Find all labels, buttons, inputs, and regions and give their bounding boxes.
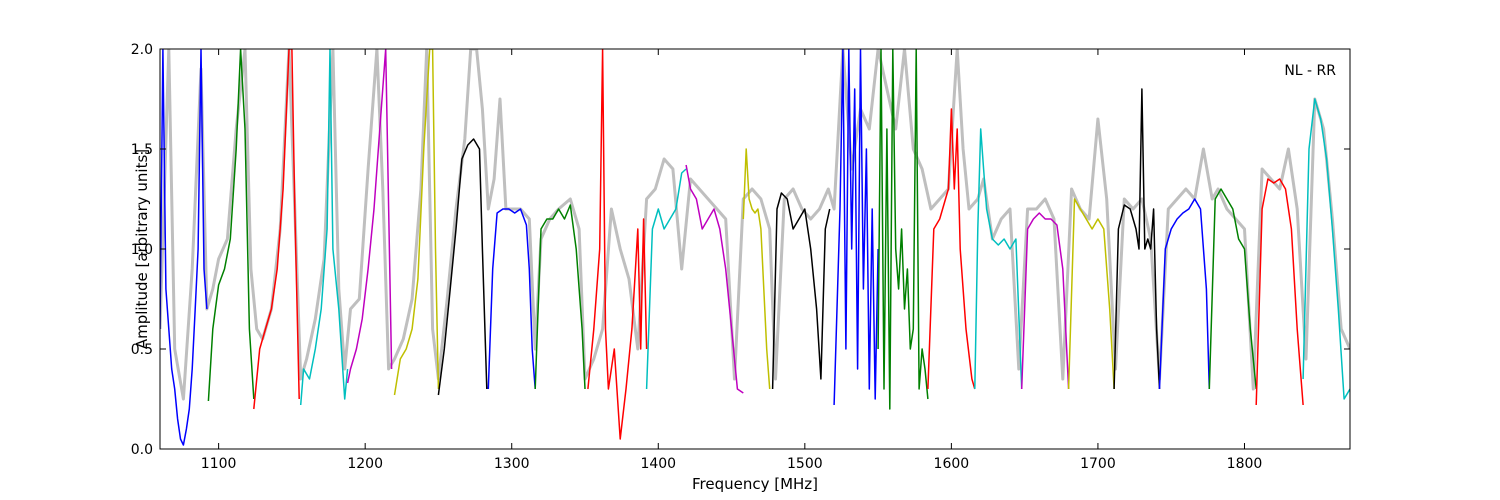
band-series-22	[1158, 198, 1211, 390]
x-tick-label: 1400	[640, 456, 676, 472]
band-series-6	[393, 49, 440, 396]
band-series-21	[1113, 88, 1161, 390]
band-series-24	[1255, 178, 1304, 406]
band-series-2	[207, 49, 255, 402]
band-series-8	[487, 208, 536, 390]
y-tick-label: 2.0	[131, 42, 153, 58]
band-series-12	[685, 164, 744, 394]
band-series-3	[253, 49, 300, 410]
x-axis-label: Frequency [MHz]	[692, 475, 818, 493]
band-series-7	[437, 138, 488, 396]
band-series-14	[771, 192, 831, 390]
band-series-15	[833, 49, 879, 406]
x-tick-label: 1800	[1227, 456, 1263, 472]
band-series-23	[1208, 188, 1257, 390]
x-tick-label: 1500	[787, 456, 823, 472]
x-tick-label: 1600	[934, 456, 970, 472]
plot-area	[160, 49, 1350, 446]
band-series-25	[1302, 98, 1350, 400]
x-tick-label: 1300	[494, 456, 530, 472]
band-series-18	[974, 128, 1023, 390]
y-tick-label: 0.5	[131, 342, 153, 358]
y-tick-label: 1.5	[131, 142, 153, 158]
band-series-10	[587, 49, 648, 440]
x-tick-label: 1200	[347, 456, 383, 472]
band-series-20	[1067, 198, 1115, 390]
reference-trace	[160, 49, 1350, 401]
x-tick-label: 1700	[1080, 456, 1116, 472]
y-tick-label: 1.0	[131, 242, 153, 258]
y-axis-label: Amplitude [arbitrary units]	[133, 149, 151, 349]
band-series-4	[299, 49, 349, 406]
band-series-9	[534, 204, 586, 390]
axis-ticks: 1100 1200 1300 1400 1500 1600 1700 1800 0.0 0.5 1.…	[131, 42, 1350, 472]
band-series-5	[346, 49, 393, 384]
band-series-1	[160, 49, 208, 446]
band-series-13	[742, 148, 771, 390]
band-series-19	[1020, 212, 1070, 390]
x-tick-label: 1100	[201, 456, 237, 472]
y-tick-label: 0.0	[131, 442, 153, 458]
band-series-17	[927, 108, 976, 390]
band-series-16	[877, 49, 929, 410]
panel-annotation: NL - RR	[1284, 63, 1336, 79]
band-series-11	[645, 168, 687, 390]
